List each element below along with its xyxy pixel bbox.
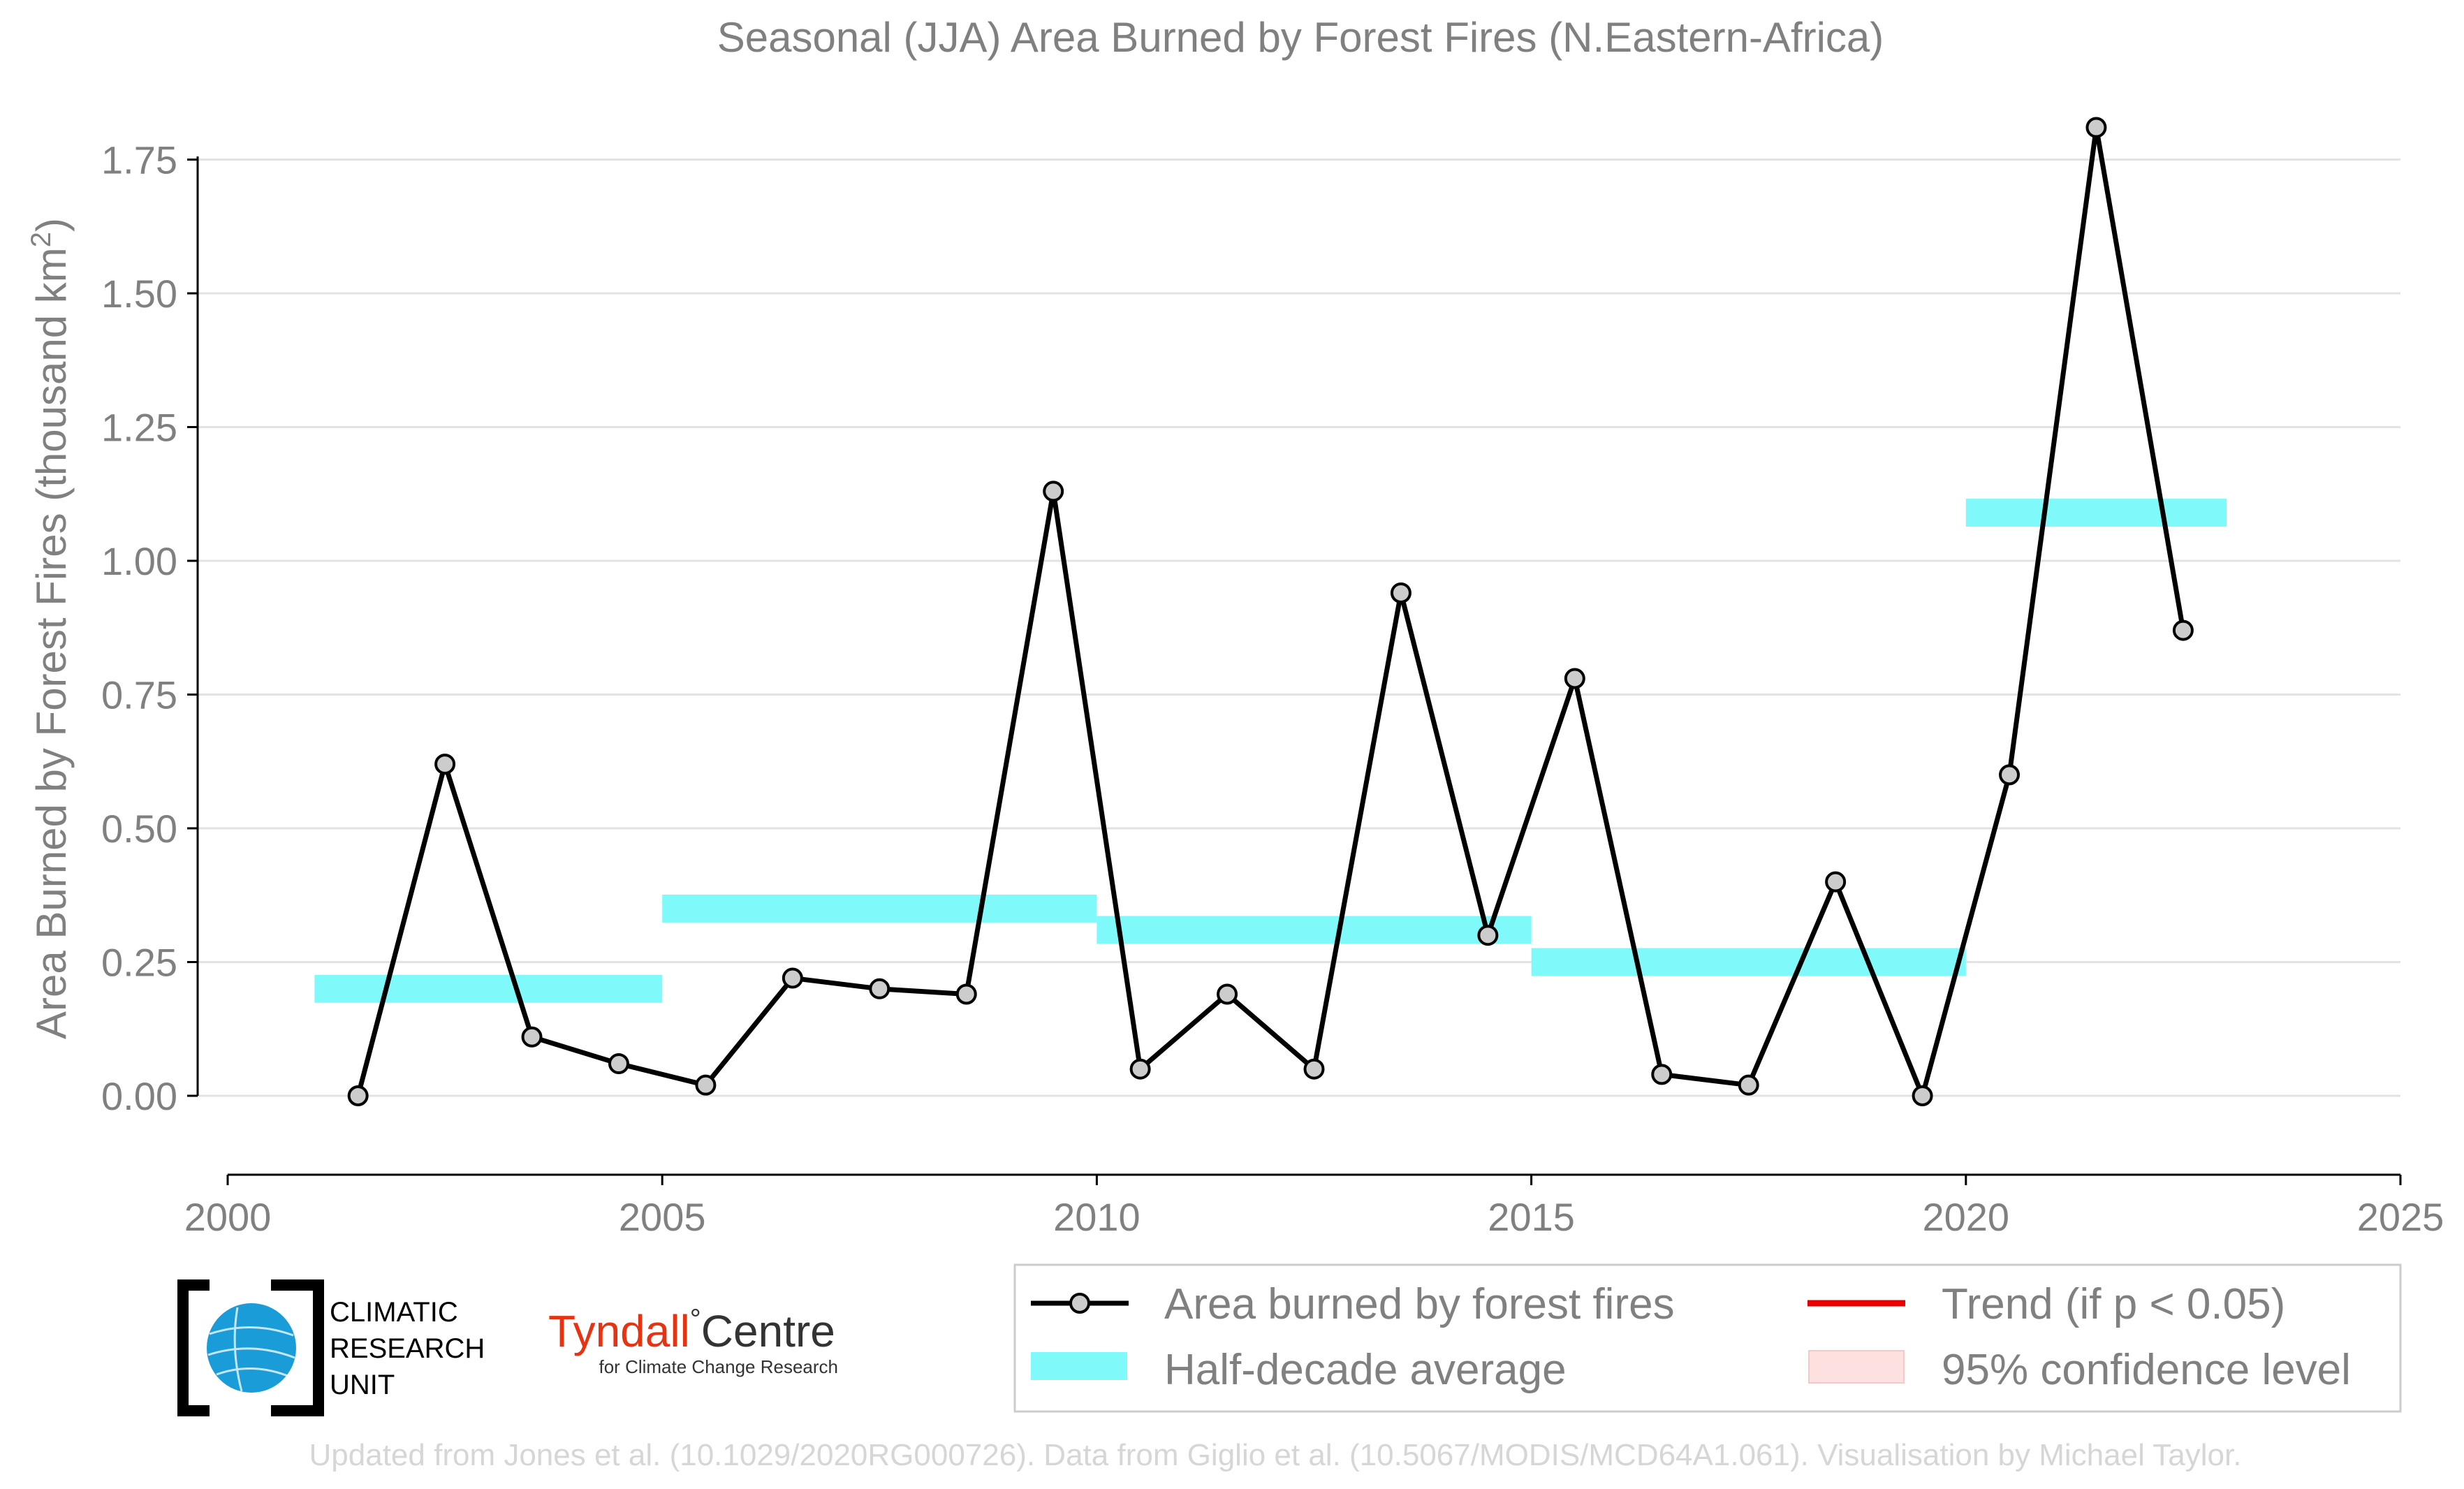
y-ticks: 0.00 0.25 0.50 0.75 1.00 1.25 1.50 1.75	[101, 138, 198, 1118]
legend-label-trend: Trend (if p < 0.05)	[1942, 1280, 2285, 1328]
y-tick-label: 1.50	[101, 272, 177, 316]
half-decade-band	[662, 894, 1097, 923]
half-decade-band	[1531, 948, 1966, 976]
cru-logo: CLIMATIC RESEARCH UNIT	[177, 1279, 485, 1416]
y-tick-label: 1.75	[101, 138, 177, 182]
x-tick-label: 2025	[2357, 1195, 2444, 1239]
data-point	[1564, 668, 1585, 689]
x-tick-label: 2010	[1053, 1195, 1141, 1239]
cru-logo-bracket-right	[271, 1279, 324, 1416]
legend-label-confidence: 95% confidence level	[1942, 1346, 2351, 1394]
series-line	[355, 125, 2186, 1099]
y-tick-label: 1.25	[101, 406, 177, 450]
half-decade-bands	[314, 499, 2227, 1003]
y-tick-label: 0.75	[101, 673, 177, 717]
tyndall-logo-text: Tyndall°Centre	[548, 1304, 835, 1356]
y-tick-label: 1.00	[101, 539, 177, 583]
data-point	[869, 978, 890, 999]
credit-footer: Updated from Jones et al. (10.1029/2020R…	[309, 1438, 2242, 1472]
cru-logo-text-2: RESEARCH	[330, 1333, 485, 1364]
half-decade-band	[314, 974, 663, 1003]
tyndall-logo: Tyndall°Centre for Climate Change Resear…	[548, 1304, 838, 1377]
gridlines	[198, 159, 2400, 1097]
legend-marker-swatch	[1069, 1293, 1090, 1314]
data-point	[434, 754, 456, 775]
data-point	[1390, 582, 1411, 603]
data-point	[782, 967, 803, 989]
data-point	[1217, 983, 1238, 1005]
data-point	[347, 1085, 369, 1106]
data-point	[1129, 1058, 1151, 1080]
cru-logo-text-3: UNIT	[330, 1370, 395, 1400]
axes	[196, 156, 2400, 1176]
data-point	[2172, 619, 2194, 641]
data-point	[1043, 481, 1064, 502]
data-point	[1477, 925, 1499, 946]
data-point	[521, 1026, 543, 1048]
legend-band-swatch	[1031, 1352, 1127, 1380]
x-tick-label: 2015	[1488, 1195, 1575, 1239]
data-point	[1912, 1085, 1933, 1106]
data-point	[2085, 117, 2107, 138]
half-decade-band	[1097, 916, 1532, 944]
legend: Area burned by forest fires Half-decade …	[1013, 1263, 2402, 1413]
data-point	[1651, 1064, 1673, 1085]
data-point	[1999, 764, 2021, 786]
data-point	[1738, 1074, 1759, 1096]
series	[347, 117, 2194, 1106]
legend-label-area-burned: Area burned by forest fires	[1164, 1280, 1675, 1328]
y-tick-label: 0.50	[101, 807, 177, 851]
data-point	[1303, 1058, 1325, 1080]
y-axis-label: Area Burned by Forest Fires (thousand km…	[26, 218, 75, 1039]
cru-logo-bracket-left	[177, 1279, 210, 1416]
cru-logo-text-1: CLIMATIC	[330, 1297, 458, 1328]
data-point	[1825, 871, 1847, 893]
data-point	[955, 983, 977, 1005]
data-point	[695, 1074, 717, 1096]
data-point	[608, 1053, 629, 1075]
x-tick-label: 2005	[619, 1195, 706, 1239]
legend-confidence-swatch	[1808, 1350, 1905, 1384]
y-axis-label-superscript: 2	[26, 232, 57, 247]
x-ticks: 2000 2005 2010 2015 2020 2025	[184, 1175, 2444, 1239]
half-decade-band	[1965, 499, 2227, 527]
chart-title: Seasonal (JJA) Area Burned by Forest Fir…	[717, 14, 1884, 61]
y-tick-label: 0.25	[101, 941, 177, 985]
x-tick-label: 2000	[184, 1195, 272, 1239]
legend-frame	[1013, 1263, 2402, 1413]
y-tick-label: 0.00	[101, 1074, 177, 1118]
tyndall-logo-subtitle: for Climate Change Research	[599, 1356, 839, 1377]
legend-label-half-decade: Half-decade average	[1164, 1346, 1567, 1394]
x-tick-label: 2020	[1923, 1195, 2010, 1239]
